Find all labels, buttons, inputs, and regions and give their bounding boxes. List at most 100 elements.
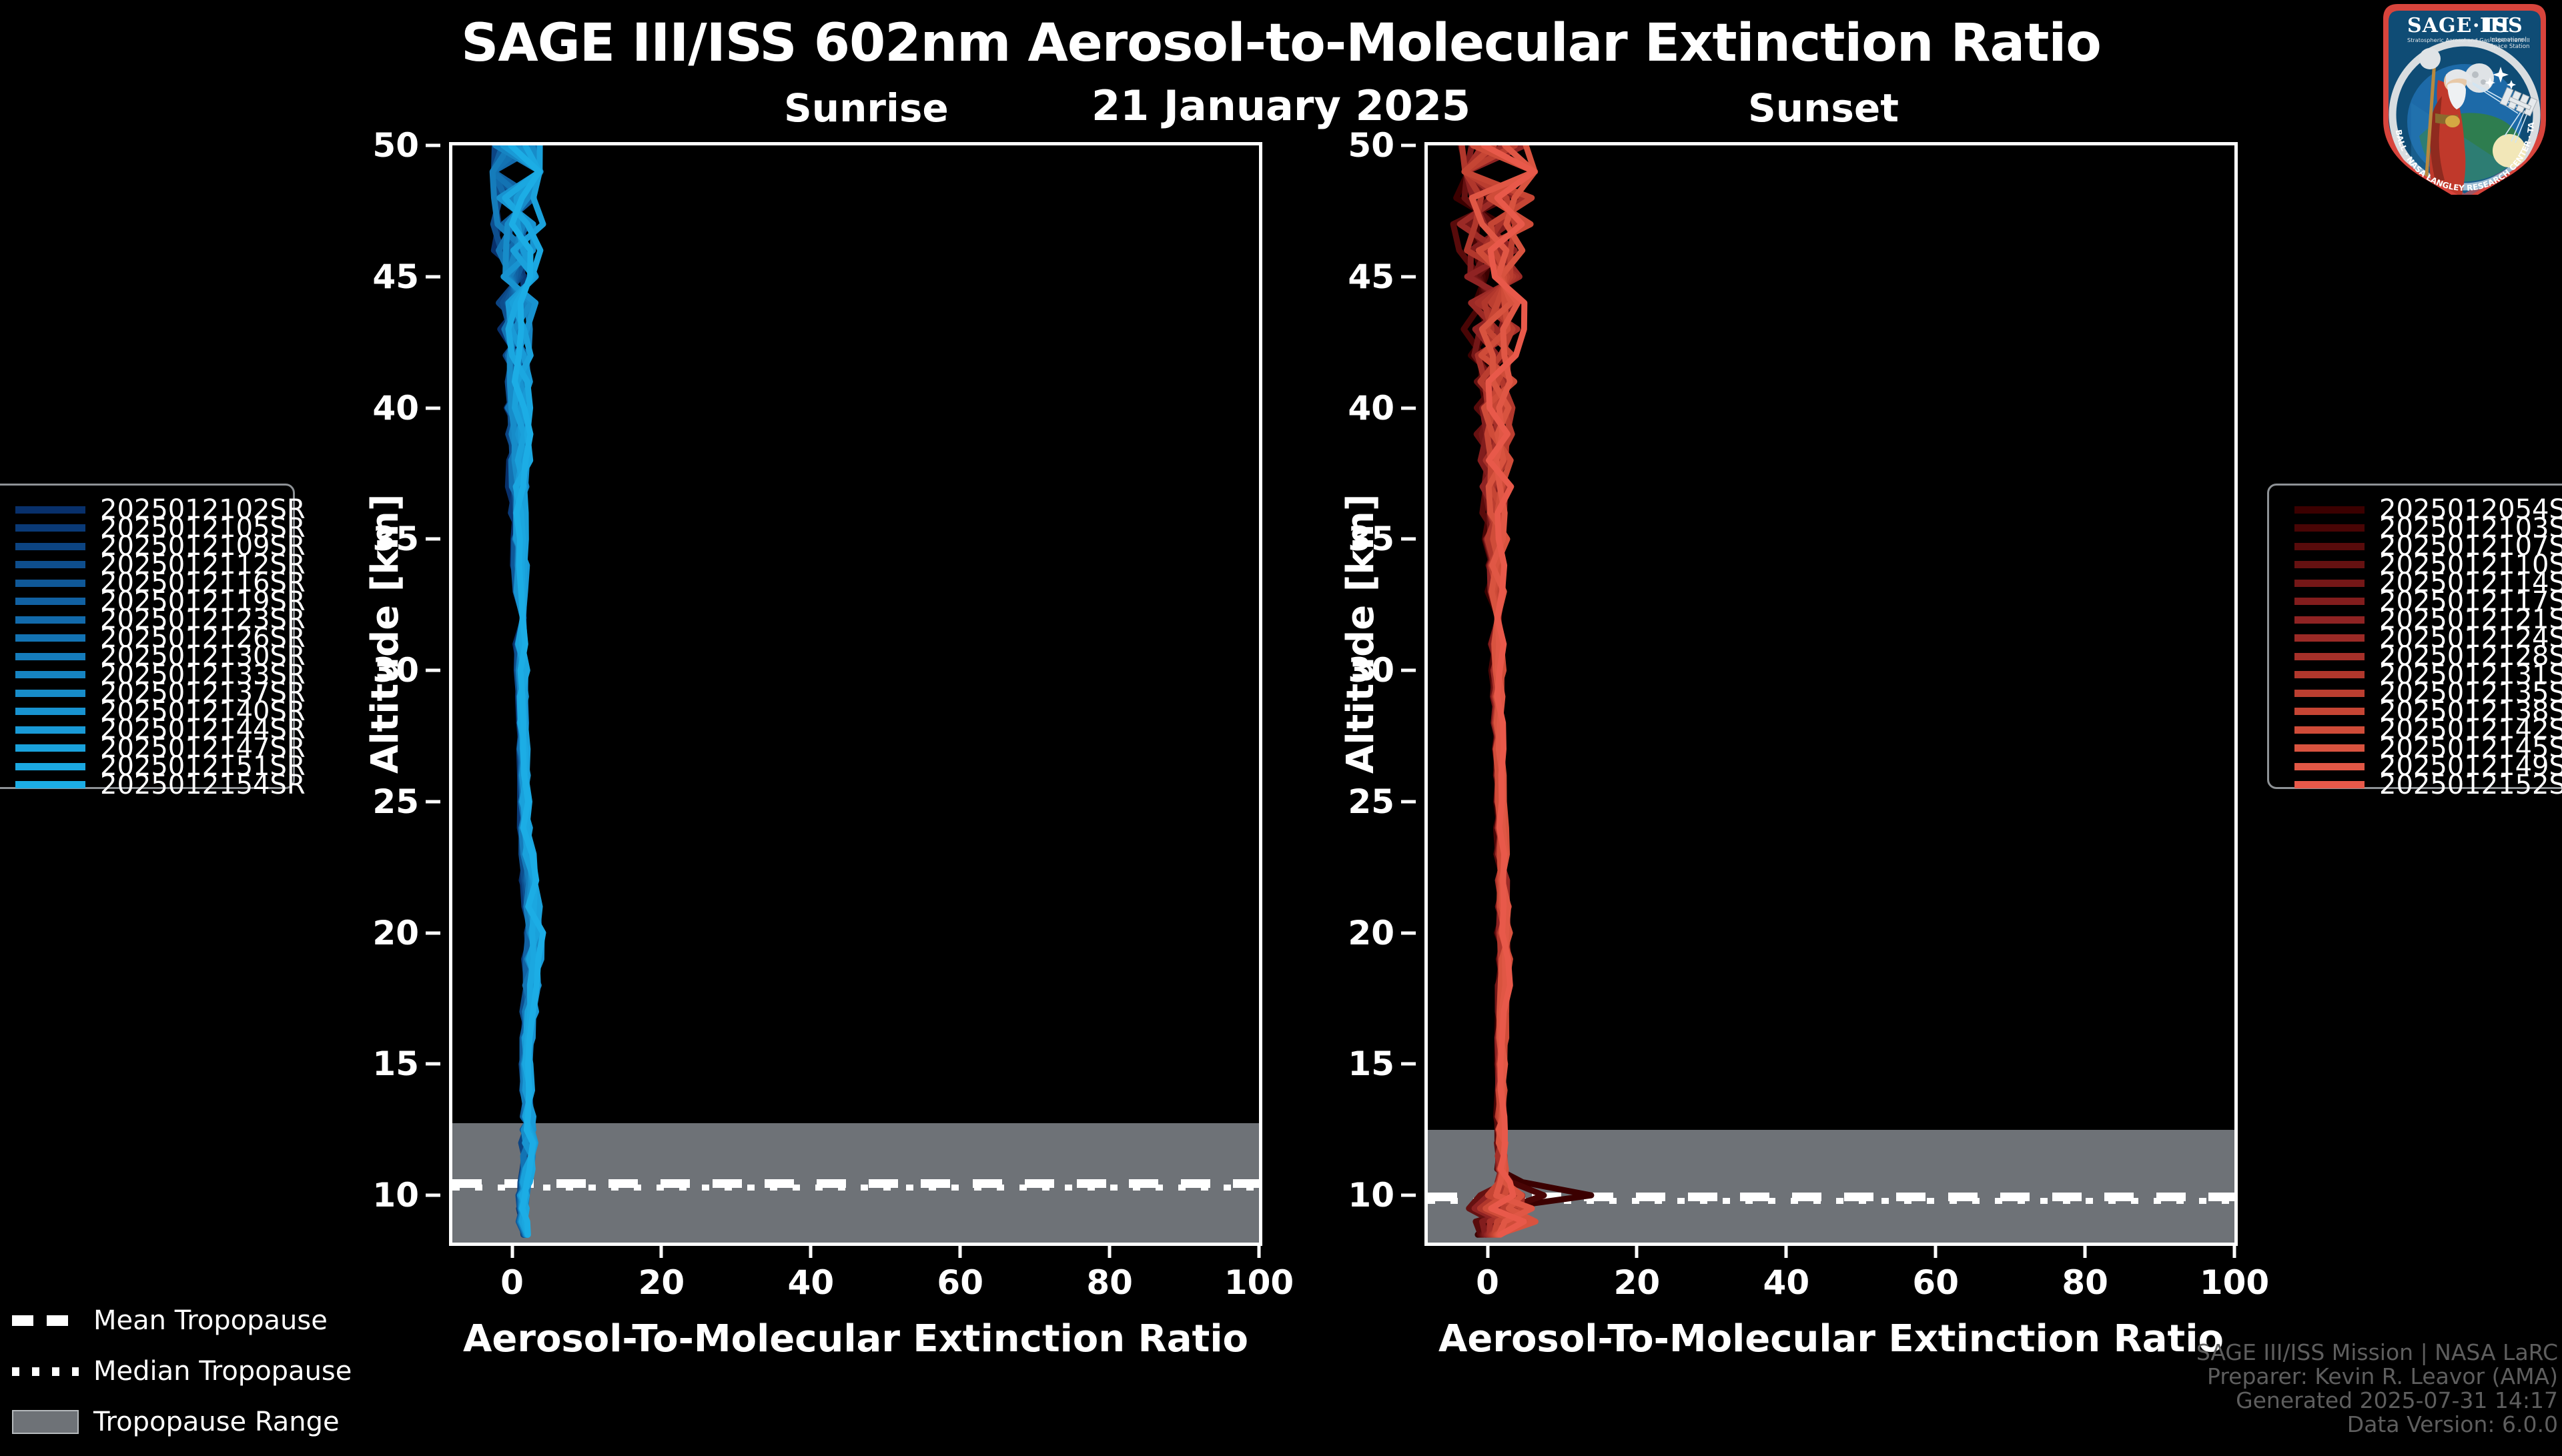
legend-item[interactable]: 2025012149SS [2294, 749, 2562, 784]
legend-item[interactable]: 2025012117SS [2294, 584, 2562, 619]
legend-item-label: 2025012133SR [100, 659, 306, 690]
tropopause-legend-label: Mean Tropopause [93, 1305, 328, 1336]
legend-item[interactable]: 2025012105SR [15, 511, 306, 546]
legend-color-swatch [15, 542, 85, 550]
y-tick-mark [426, 275, 440, 279]
legend-item[interactable]: 2025012103SS [2294, 511, 2562, 546]
y-tick-label: 45 [1348, 257, 1394, 296]
y-tick-mark [1401, 800, 1416, 804]
y-tick-label: 45 [372, 257, 419, 296]
legend-item-label: 2025012123SR [100, 604, 306, 635]
y-tick-label: 25 [372, 782, 419, 821]
legend-color-swatch [15, 689, 85, 697]
y-tick-label: 20 [372, 913, 419, 952]
legend-item[interactable]: 2025012142SS [2294, 712, 2562, 747]
legend-item[interactable]: 2025012112SR [15, 548, 306, 582]
y-tick-label: 35 [1348, 520, 1394, 559]
legend-item[interactable]: 2025012054SS [2294, 492, 2562, 527]
svg-text:ISS: ISS [2483, 14, 2523, 37]
x-tick-label: 20 [638, 1263, 685, 1302]
y-tick-mark [426, 1062, 440, 1066]
series-trace [1468, 145, 1538, 1238]
legend-item[interactable]: 2025012131SS [2294, 658, 2562, 692]
legend-item[interactable]: 2025012114SS [2294, 566, 2562, 600]
y-tick-label: 30 [1348, 651, 1394, 690]
legend-item[interactable]: 2025012126SR [15, 621, 306, 656]
legend-item[interactable]: 2025012116SR [15, 566, 306, 600]
legend-item[interactable]: 2025012124SS [2294, 621, 2562, 656]
legend-item-label: 2025012142SS [2379, 714, 2562, 745]
sunset-x-axis-label: Aerosol-To-Molecular Extinction Ratio [1438, 1317, 2224, 1361]
legend-item[interactable]: 2025012152SS [2294, 768, 2562, 802]
y-tick-mark [1401, 1062, 1416, 1066]
legend-item-label: 2025012117SS [2379, 586, 2562, 617]
legend-item[interactable]: 2025012110SS [2294, 548, 2562, 582]
legend-color-swatch [15, 598, 85, 605]
svg-text:International: International [2490, 37, 2527, 43]
x-tick-mark [2232, 1243, 2236, 1258]
legend-color-swatch [15, 744, 85, 752]
tropopause-legend-label: Median Tropopause [93, 1356, 352, 1387]
x-tick-mark [1486, 1243, 1490, 1258]
tropopause-legend-item[interactable]: Mean Tropopause [12, 1304, 352, 1337]
legend-item[interactable]: 2025012135SS [2294, 676, 2562, 710]
mean-tropopause-swatch [12, 1315, 79, 1326]
sunset-data-traces [1450, 145, 1595, 1238]
legend-color-swatch [15, 506, 85, 514]
sunset-legend[interactable]: 2025012054SS2025012103SS2025012107SS2025… [2267, 484, 2562, 800]
legend-item-label: 2025012112SR [100, 549, 306, 580]
sunrise-legend[interactable]: 2025012102SR 2025012105SR 2025012109SR 2025… [0, 484, 306, 800]
legend-item-label: 2025012126SR [100, 622, 306, 654]
tropopause-legend-item[interactable]: Median Tropopause [12, 1355, 352, 1388]
legend-color-swatch [2294, 616, 2365, 624]
svg-text:Space Station: Space Station [2490, 43, 2529, 50]
legend-item[interactable]: 2025012102SR [15, 492, 306, 527]
legend-item-label: 2025012116SR [100, 568, 306, 598]
legend-item[interactable]: 2025012137SR [15, 676, 306, 710]
credits-block: SAGE III/ISS Mission | NASA LaRC Prepare… [2196, 1341, 2558, 1437]
legend-item[interactable]: 2025012123SR [15, 602, 306, 637]
legend-color-swatch [2294, 744, 2365, 752]
legend-color-swatch [15, 781, 85, 788]
sunset-plot-area [1424, 142, 2238, 1246]
legend-item[interactable]: 2025012154SR [15, 768, 306, 802]
x-tick-label: 80 [2062, 1263, 2108, 1302]
x-tick-label: 20 [1613, 1263, 1661, 1302]
legend-item-label: 2025012138SS [2379, 696, 2562, 727]
legend-color-swatch [15, 561, 85, 568]
sunrise-x-axis-label: Aerosol-To-Molecular Extinction Ratio [463, 1317, 1248, 1361]
legend-color-swatch [2294, 708, 2365, 715]
legend-item[interactable]: 2025012144SR [15, 712, 306, 747]
x-tick-label: 100 [1224, 1263, 1294, 1302]
legend-item[interactable]: 2025012133SR [15, 658, 306, 692]
legend-item[interactable]: 2025012145SS [2294, 731, 2562, 766]
x-tick-mark [809, 1243, 813, 1258]
legend-item[interactable]: 2025012147SR [15, 731, 306, 766]
y-tick-label: 35 [372, 520, 419, 559]
legend-color-swatch [2294, 689, 2365, 697]
legend-item-label: 2025012054SS [2379, 494, 2562, 525]
x-tick-label: 0 [500, 1263, 524, 1302]
legend-item[interactable]: 2025012119SR [15, 584, 306, 619]
legend-item[interactable]: 2025012121SS [2294, 602, 2562, 637]
legend-item[interactable]: 2025012130SR [15, 639, 306, 674]
legend-item[interactable]: 2025012128SS [2294, 639, 2562, 674]
sunrise-plot-area [449, 142, 1262, 1246]
legend-item[interactable]: 2025012140SR [15, 694, 306, 729]
x-tick-mark [1934, 1243, 1938, 1258]
legend-color-swatch [2294, 671, 2365, 678]
sunrise-panel-label: Sunrise [784, 85, 949, 131]
legend-item[interactable]: 2025012138SS [2294, 694, 2562, 729]
legend-color-swatch [15, 634, 85, 642]
x-tick-label: 80 [1086, 1263, 1133, 1302]
legend-item-label: 2025012124SS [2379, 622, 2562, 654]
legend-color-swatch [2294, 762, 2365, 770]
y-tick-mark [426, 406, 440, 410]
legend-item[interactable]: 2025012151SR [15, 749, 306, 784]
legend-item[interactable]: 2025012109SR [15, 529, 306, 564]
legend-color-swatch [15, 616, 85, 624]
legend-item[interactable]: 2025012107SS [2294, 529, 2562, 564]
y-tick-label: 15 [372, 1044, 419, 1084]
series-trace [1480, 145, 1537, 1238]
tropopause-legend-item[interactable]: Tropopause Range [12, 1405, 352, 1439]
